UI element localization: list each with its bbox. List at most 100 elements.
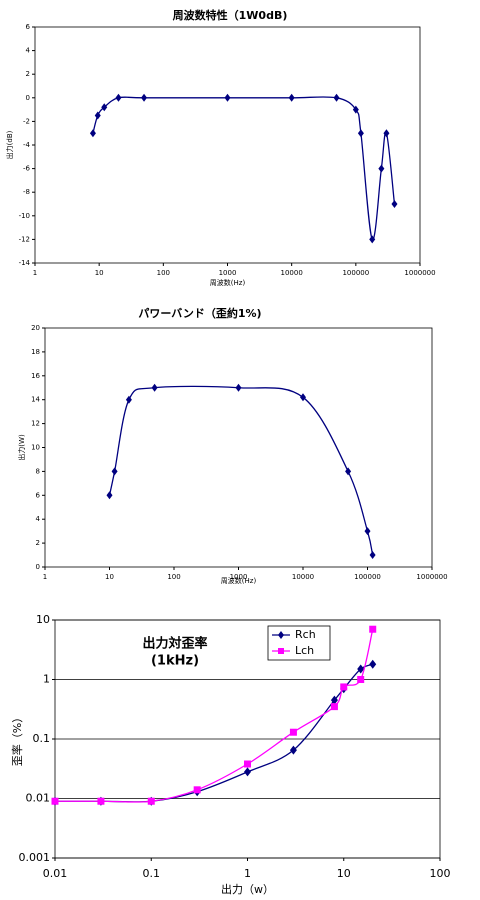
y-tick-label: 10 xyxy=(36,613,50,626)
x-tick-label: 100000 xyxy=(354,573,381,581)
marker xyxy=(340,683,348,691)
plot-frame xyxy=(34,26,421,264)
x-axis-label: 出力（w） xyxy=(221,882,274,896)
chart-title: パワーバンド（歪約1%) xyxy=(138,306,261,320)
marker xyxy=(125,395,132,404)
y-tick-label: 0.01 xyxy=(26,792,51,805)
marker xyxy=(333,93,340,102)
legend-label: Lch xyxy=(295,644,314,657)
marker xyxy=(364,527,371,536)
marker xyxy=(330,695,338,705)
marker xyxy=(111,467,118,476)
x-axis-label: 周波数(Hz) xyxy=(221,576,257,585)
marker xyxy=(289,745,297,755)
x-tick-label: 10 xyxy=(105,573,114,581)
y-tick-label: 16 xyxy=(31,372,40,380)
x-tick-label: 10000 xyxy=(281,269,303,277)
chart-title: 周波数特性（1W0dB) xyxy=(173,8,288,22)
x-tick-label: 1000000 xyxy=(416,573,447,581)
marker xyxy=(244,767,251,777)
y-tick-label: 2 xyxy=(36,539,40,547)
y-tick-label: 6 xyxy=(26,23,31,31)
marker xyxy=(151,383,158,392)
marker xyxy=(383,129,390,138)
marker xyxy=(300,393,306,402)
y-tick-label: 0 xyxy=(26,94,30,102)
marker xyxy=(278,631,284,639)
y-tick-label: -14 xyxy=(19,259,31,267)
y-tick-label: -12 xyxy=(19,235,30,243)
marker xyxy=(193,786,201,794)
series-line xyxy=(55,663,373,803)
y-axis-label: 歪率（%） xyxy=(10,712,24,766)
marker xyxy=(147,797,155,805)
y-tick-label: 10 xyxy=(31,444,40,452)
marker xyxy=(357,664,365,674)
x-tick-label: 100000 xyxy=(342,269,369,277)
y-tick-label: -8 xyxy=(23,188,30,196)
marker xyxy=(357,129,364,138)
marker xyxy=(352,105,359,114)
marker xyxy=(289,728,297,736)
x-tick-label: 1000 xyxy=(230,573,248,581)
y-tick-label: -10 xyxy=(19,212,30,220)
marker xyxy=(357,676,365,683)
x-tick-label: 100 xyxy=(157,269,170,277)
y-tick-label: 2 xyxy=(26,70,30,78)
x-tick-label: 1000000 xyxy=(404,269,435,277)
marker xyxy=(330,703,338,711)
marker xyxy=(97,797,105,805)
y-tick-label: -6 xyxy=(23,165,31,173)
y-tick-label: 0.1 xyxy=(33,732,51,745)
marker xyxy=(369,659,377,669)
y-tick-label: 0 xyxy=(36,563,40,571)
x-tick-label: 100 xyxy=(430,867,451,880)
x-tick-label: 10 xyxy=(337,867,351,880)
y-tick-label: 1 xyxy=(43,673,50,686)
y-tick-label: 8 xyxy=(36,467,40,475)
marker xyxy=(369,625,377,633)
y-tick-label: 0.001 xyxy=(19,851,51,864)
marker xyxy=(369,235,376,244)
y-tick-label: 20 xyxy=(31,324,40,332)
legend-label: Rch xyxy=(295,628,316,641)
y-tick-label: -2 xyxy=(23,117,30,125)
marker xyxy=(288,93,295,102)
marker xyxy=(378,164,385,173)
chart-subtitle: (1kHz) xyxy=(151,654,199,669)
marker xyxy=(278,648,284,654)
marker xyxy=(51,797,59,805)
x-axis-label: 周波数(Hz) xyxy=(210,278,246,287)
marker xyxy=(106,491,113,500)
marker xyxy=(235,383,242,392)
x-tick-label: 10 xyxy=(95,269,104,277)
marker xyxy=(391,200,398,208)
marker xyxy=(345,467,352,476)
marker xyxy=(141,93,148,102)
marker xyxy=(369,551,376,560)
x-tick-label: 1 xyxy=(244,867,251,880)
x-tick-label: 0.1 xyxy=(143,867,161,880)
x-tick-label: 100 xyxy=(167,573,180,581)
y-tick-label: 6 xyxy=(36,491,41,499)
series-line xyxy=(92,96,396,241)
marker xyxy=(224,93,231,102)
plot-frame xyxy=(54,619,441,859)
y-tick-label: 18 xyxy=(31,348,40,356)
y-tick-label: -4 xyxy=(23,141,31,149)
marker xyxy=(89,129,96,138)
x-tick-label: 1000 xyxy=(219,269,237,277)
legend-box xyxy=(267,625,331,661)
y-axis-label: 出力(dB) xyxy=(5,130,14,159)
y-tick-label: 4 xyxy=(36,515,41,523)
series-line xyxy=(108,385,374,556)
y-axis-label: 出力(W) xyxy=(17,434,26,461)
y-tick-label: 4 xyxy=(26,47,31,55)
plot-frame xyxy=(44,327,433,568)
y-tick-label: 12 xyxy=(31,420,40,428)
x-tick-label: 10000 xyxy=(292,573,314,581)
series-line xyxy=(55,629,374,803)
y-tick-label: 14 xyxy=(31,396,40,404)
marker xyxy=(244,760,251,768)
